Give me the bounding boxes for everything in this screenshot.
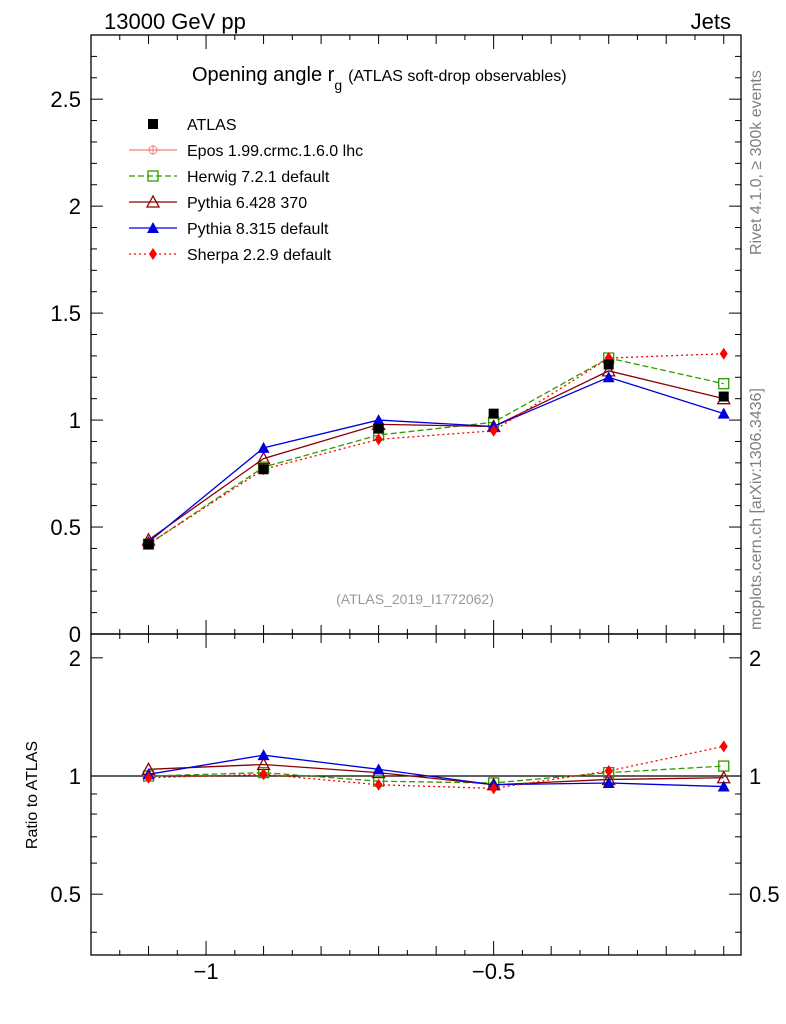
ratio-point-sherpa-2-2-9-default — [604, 764, 613, 777]
main-y-tick-label: 0.5 — [50, 515, 81, 540]
ratio-y-tick-label: 0.5 — [50, 882, 81, 907]
main-y-tick-label: 2.5 — [50, 87, 81, 112]
legend-label-pythia-6-428-370: Pythia 6.428 370 — [187, 195, 307, 212]
header-energy: 13000 GeV pp — [104, 9, 246, 34]
ratio-point-sherpa-2-2-9-default — [144, 771, 153, 784]
ratio-point-pythia-8-315-default — [372, 763, 385, 775]
x-tick-label: −1 — [193, 959, 218, 984]
header-category: Jets — [691, 9, 731, 34]
legend-label-atlas: ATLAS — [187, 117, 237, 134]
mcplots-label: mcplots.cern.ch [arXiv:1306.3436] — [748, 388, 765, 630]
legend-marker-atlas — [148, 119, 158, 129]
main-y-tick-label: 1 — [69, 408, 81, 433]
legend-marker-sherpa-2-2-9-default — [149, 248, 157, 260]
legend: ATLAS Epos 1.99.crmc.1.6.0 lhc Herwig 7.2.… — [129, 117, 363, 264]
main-point-atlas — [373, 423, 384, 434]
ratio-y-tick-label-right: 1 — [749, 764, 761, 789]
legend-label-sherpa-2-2-9-default: Sherpa 2.2.9 default — [187, 247, 332, 264]
legend-marker-pythia-6-428-370 — [145, 194, 161, 208]
main-point-atlas — [718, 391, 729, 402]
main-point-pythia-8-315-default — [602, 371, 615, 383]
main-point-sherpa-2-2-9-default — [374, 433, 383, 446]
ratio-line-sherpa-2-2-9-default — [148, 745, 724, 790]
main-point-pythia-8-315-default — [717, 407, 730, 419]
main-line-herwig-7-2-1-default — [148, 357, 724, 545]
plot-title: Opening angle rg (ATLAS soft-drop observa… — [192, 64, 567, 93]
main-y-tick-label: 2 — [69, 194, 81, 219]
ratio-point-sherpa-2-2-9-default — [374, 778, 383, 791]
title-subscript: g — [334, 77, 342, 93]
main-point-herwig-7-2-1-default — [718, 378, 730, 390]
main-point-atlas — [603, 359, 614, 370]
main-line-pythia-6-428-370 — [148, 370, 724, 541]
legend-label-pythia-8-315-default: Pythia 8.315 default — [187, 221, 329, 238]
main-y-zero-label: 0 — [69, 622, 81, 647]
ratio-line-pythia-6-428-370 — [148, 763, 724, 786]
ratio-line-herwig-7-2-1-default — [148, 765, 724, 784]
main-point-pythia-8-315-default — [372, 414, 385, 426]
main-point-sherpa-2-2-9-default — [719, 347, 728, 360]
main-line-sherpa-2-2-9-default — [148, 353, 724, 545]
ratio-point-sherpa-2-2-9-default — [489, 782, 498, 795]
legend-marker-pythia-8-315-default — [147, 222, 159, 233]
legend-label-herwig-7-2-1-default: Herwig 7.2.1 default — [187, 169, 330, 186]
legend-label-epos-1-99-crmc-1-6-0-lhc: Epos 1.99.crmc.1.6.0 lhc — [187, 143, 363, 160]
ratio-point-sherpa-2-2-9-default — [719, 740, 728, 753]
ratio-y-tick-label-right: 2 — [749, 646, 761, 671]
main-y-tick-label: 1.5 — [50, 301, 81, 326]
main-point-atlas — [143, 539, 154, 550]
ratio-y-tick-label: 1 — [69, 764, 81, 789]
x-tick-label: −0.5 — [472, 959, 515, 984]
main-point-sherpa-2-2-9-default — [489, 424, 498, 437]
ratio-y-label: Ratio to ATLAS — [24, 741, 41, 849]
ratio-point-pythia-8-315-default — [602, 776, 615, 788]
ratio-y-tick-label-right: 0.5 — [749, 882, 780, 907]
ratio-point-pythia-8-315-default — [257, 749, 270, 761]
main-line-pythia-8-315-default — [148, 376, 724, 543]
legend-marker-herwig-7-2-1-default — [147, 170, 159, 182]
legend-marker-epos-1-99-crmc-1-6-0-lhc — [148, 145, 158, 155]
ratio-plot-frame — [90, 633, 742, 956]
main-point-atlas — [488, 408, 499, 419]
ratio-point-sherpa-2-2-9-default — [259, 768, 268, 781]
title-suffix: (ATLAS soft-drop observables) — [348, 68, 566, 85]
analysis-watermark: (ATLAS_2019_I1772062) — [336, 591, 494, 607]
ratio-line-pythia-8-315-default — [148, 754, 724, 788]
title-main: Opening angle r — [192, 64, 335, 86]
main-point-pythia-8-315-default — [257, 441, 270, 453]
rivet-label: Rivet 4.1.0, ≥ 300k events — [748, 70, 765, 255]
ratio-y-tick-label: 2 — [69, 646, 81, 671]
ratio-point-pythia-8-315-default — [717, 780, 730, 792]
main-point-atlas — [258, 464, 269, 475]
